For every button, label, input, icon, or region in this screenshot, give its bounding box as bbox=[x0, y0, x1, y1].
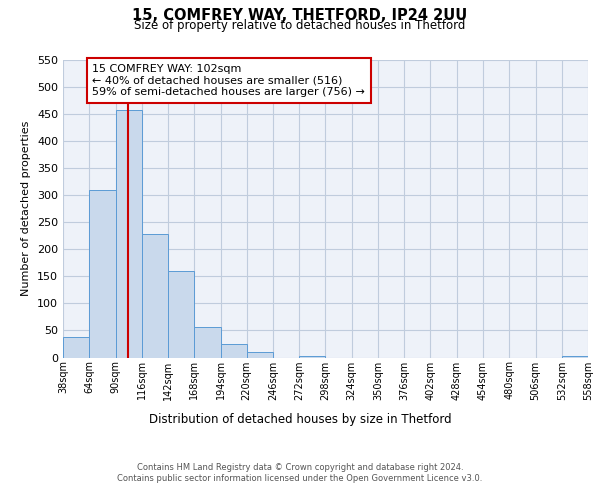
Text: 15, COMFREY WAY, THETFORD, IP24 2UU: 15, COMFREY WAY, THETFORD, IP24 2UU bbox=[133, 8, 467, 22]
Text: Distribution of detached houses by size in Thetford: Distribution of detached houses by size … bbox=[149, 412, 451, 426]
Text: Contains public sector information licensed under the Open Government Licence v3: Contains public sector information licen… bbox=[118, 474, 482, 483]
Bar bbox=[221, 344, 247, 358]
Bar bbox=[168, 271, 194, 358]
Bar bbox=[115, 110, 142, 358]
Text: 15 COMFREY WAY: 102sqm
← 40% of detached houses are smaller (516)
59% of semi-de: 15 COMFREY WAY: 102sqm ← 40% of detached… bbox=[92, 64, 365, 97]
Bar bbox=[299, 356, 325, 358]
Bar bbox=[63, 337, 89, 357]
Text: Contains HM Land Registry data © Crown copyright and database right 2024.: Contains HM Land Registry data © Crown c… bbox=[137, 462, 463, 471]
Bar bbox=[142, 234, 168, 358]
Bar bbox=[194, 326, 221, 358]
Bar bbox=[562, 356, 588, 358]
Text: Size of property relative to detached houses in Thetford: Size of property relative to detached ho… bbox=[134, 19, 466, 32]
Bar bbox=[247, 352, 273, 358]
Y-axis label: Number of detached properties: Number of detached properties bbox=[22, 121, 31, 296]
Bar bbox=[89, 190, 115, 358]
